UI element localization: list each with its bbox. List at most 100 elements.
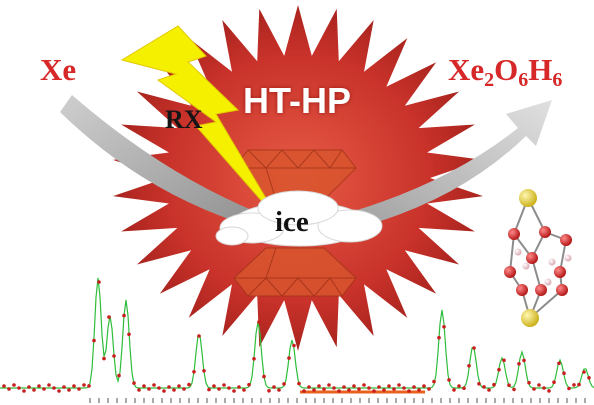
observed-point (132, 381, 136, 385)
reactant-label: Xe (40, 52, 77, 87)
observed-point (567, 386, 571, 391)
product-label: Xe2O6H6 (448, 52, 563, 91)
observed-point (127, 332, 131, 337)
observed-point (462, 386, 466, 391)
radiation-label: RX (165, 105, 203, 134)
observed-point (527, 380, 531, 385)
observed-point (577, 382, 581, 387)
observed-point (347, 388, 351, 392)
observed-point (297, 381, 301, 386)
observed-point (42, 387, 46, 391)
observed-point (7, 387, 11, 391)
observed-point (47, 383, 51, 387)
observed-point (242, 388, 246, 392)
observed-point (252, 357, 256, 361)
observed-point (262, 374, 266, 379)
observed-point (12, 383, 16, 387)
observed-point (222, 383, 226, 387)
observed-point (272, 385, 276, 389)
observed-point (412, 385, 416, 389)
observed-point (572, 383, 576, 387)
observed-point (422, 384, 426, 388)
observed-point (392, 387, 396, 391)
observed-point (97, 280, 101, 284)
observed-point (522, 358, 526, 363)
observed-point (267, 389, 271, 393)
molecule-icon (504, 189, 572, 327)
observed-point (372, 389, 376, 393)
observed-point (112, 354, 116, 358)
observed-point (122, 313, 126, 318)
observed-point (352, 384, 356, 388)
observed-point (317, 384, 321, 388)
observed-point (227, 386, 231, 390)
observed-point (197, 334, 201, 338)
observed-point (487, 388, 491, 392)
observed-point (562, 371, 566, 376)
observed-point (357, 387, 361, 391)
observed-point (452, 388, 456, 392)
observed-point (177, 384, 181, 388)
observed-point (257, 320, 261, 324)
observed-point (432, 379, 436, 384)
observed-point (472, 346, 476, 350)
observed-point (117, 373, 121, 378)
observed-point (457, 384, 461, 388)
observed-point (87, 384, 91, 388)
observed-point (52, 386, 56, 390)
observed-point (402, 386, 406, 390)
observed-point (537, 383, 541, 387)
observed-point (152, 383, 156, 387)
observed-point (102, 356, 106, 361)
observed-point (237, 385, 241, 389)
observed-point (557, 361, 561, 366)
observed-point (382, 388, 386, 392)
observed-point (492, 382, 496, 387)
observed-point (477, 382, 481, 386)
observed-point (2, 384, 6, 388)
observed-point (72, 384, 76, 388)
observed-point (192, 370, 196, 374)
observed-point (217, 387, 221, 391)
diffraction-pattern-icon (0, 277, 594, 403)
observed-point (332, 386, 336, 390)
observed-point (437, 335, 441, 340)
observed-point (57, 389, 61, 393)
observed-point (277, 388, 281, 392)
observed-point (377, 385, 381, 389)
observed-point (397, 383, 401, 387)
observed-point (172, 388, 176, 392)
observed-point (417, 388, 421, 392)
observed-point (327, 383, 331, 387)
observed-point (552, 380, 556, 385)
observed-point (37, 384, 41, 388)
observed-point (292, 343, 296, 348)
observed-point (362, 383, 366, 387)
observed-point (67, 388, 71, 392)
observed-point (182, 387, 186, 391)
observed-point (107, 315, 111, 319)
observed-point (62, 385, 66, 389)
medium-label: ice (275, 206, 309, 238)
observed-point (582, 370, 586, 374)
observed-point (407, 389, 411, 393)
observed-point (22, 389, 26, 393)
lightning-bolt-icon (120, 25, 281, 223)
observed-point (517, 362, 521, 366)
observed-point (497, 367, 501, 372)
diamond-anvil-bottom-icon (233, 247, 357, 297)
observed-point (157, 386, 161, 390)
observed-point (342, 385, 346, 389)
observed-point (507, 383, 511, 388)
observed-point (427, 387, 431, 391)
ice-cloud-icon (215, 190, 383, 247)
observed-point (302, 389, 306, 393)
observed-point (512, 387, 516, 392)
curved-arrow-left-icon (60, 95, 272, 232)
observed-point (482, 385, 486, 389)
observed-point (137, 388, 141, 392)
observed-point (232, 389, 236, 393)
observed-point (532, 387, 536, 391)
observed-point (167, 385, 171, 389)
